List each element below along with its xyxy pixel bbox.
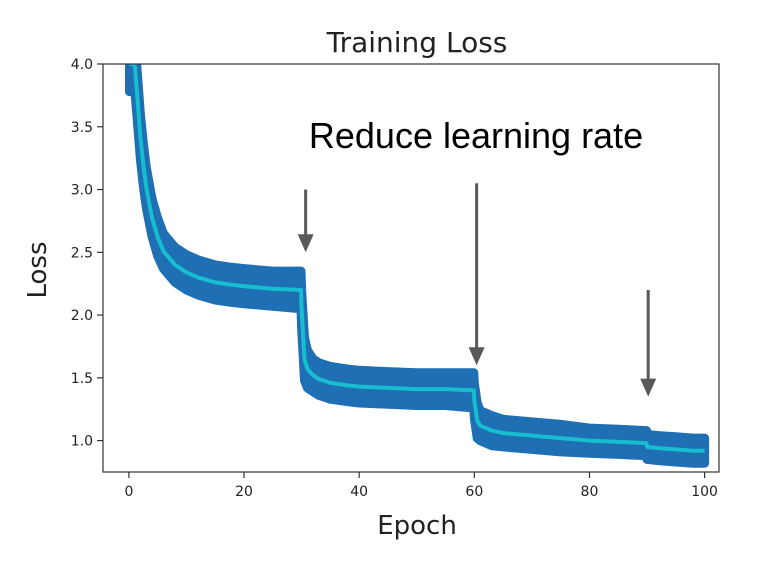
y-tick-label: 3.5 (71, 120, 93, 136)
arrow-head (640, 378, 657, 397)
x-tick-label: 40 (350, 484, 368, 500)
x-tick-label: 80 (581, 484, 599, 500)
reduce-lr-annotation: Reduce learning rate (309, 115, 643, 156)
arrow-head (297, 234, 314, 253)
y-tick-label: 2.5 (71, 245, 93, 261)
x-axis-label: Epoch (377, 511, 457, 541)
lr-arrows (297, 183, 657, 397)
raw-loss-band (125, 64, 710, 468)
x-tick-label: 20 (235, 484, 253, 500)
y-tick-label: 1.0 (71, 434, 93, 450)
x-tick-label: 60 (465, 484, 483, 500)
y-axis-ticks: 1.0 1.5 2.0 2.5 3.0 3.5 4.0 (71, 57, 103, 450)
y-tick-label: 3.0 (71, 183, 93, 199)
chart-title: Training Loss (326, 26, 508, 59)
smoothed-loss-line (129, 64, 705, 453)
y-tick-label: 1.5 (71, 371, 93, 387)
x-tick-label: 0 (124, 484, 133, 500)
arrow-head (468, 347, 485, 366)
plot-frame (102, 63, 720, 473)
y-tick-label: 2.0 (71, 308, 93, 324)
y-tick-label: 4.0 (71, 57, 93, 73)
plot-area (125, 64, 710, 468)
y-axis-label: Loss (23, 241, 53, 298)
x-axis-ticks: 0 20 40 60 80 100 (124, 472, 718, 500)
x-tick-label: 100 (691, 484, 718, 500)
